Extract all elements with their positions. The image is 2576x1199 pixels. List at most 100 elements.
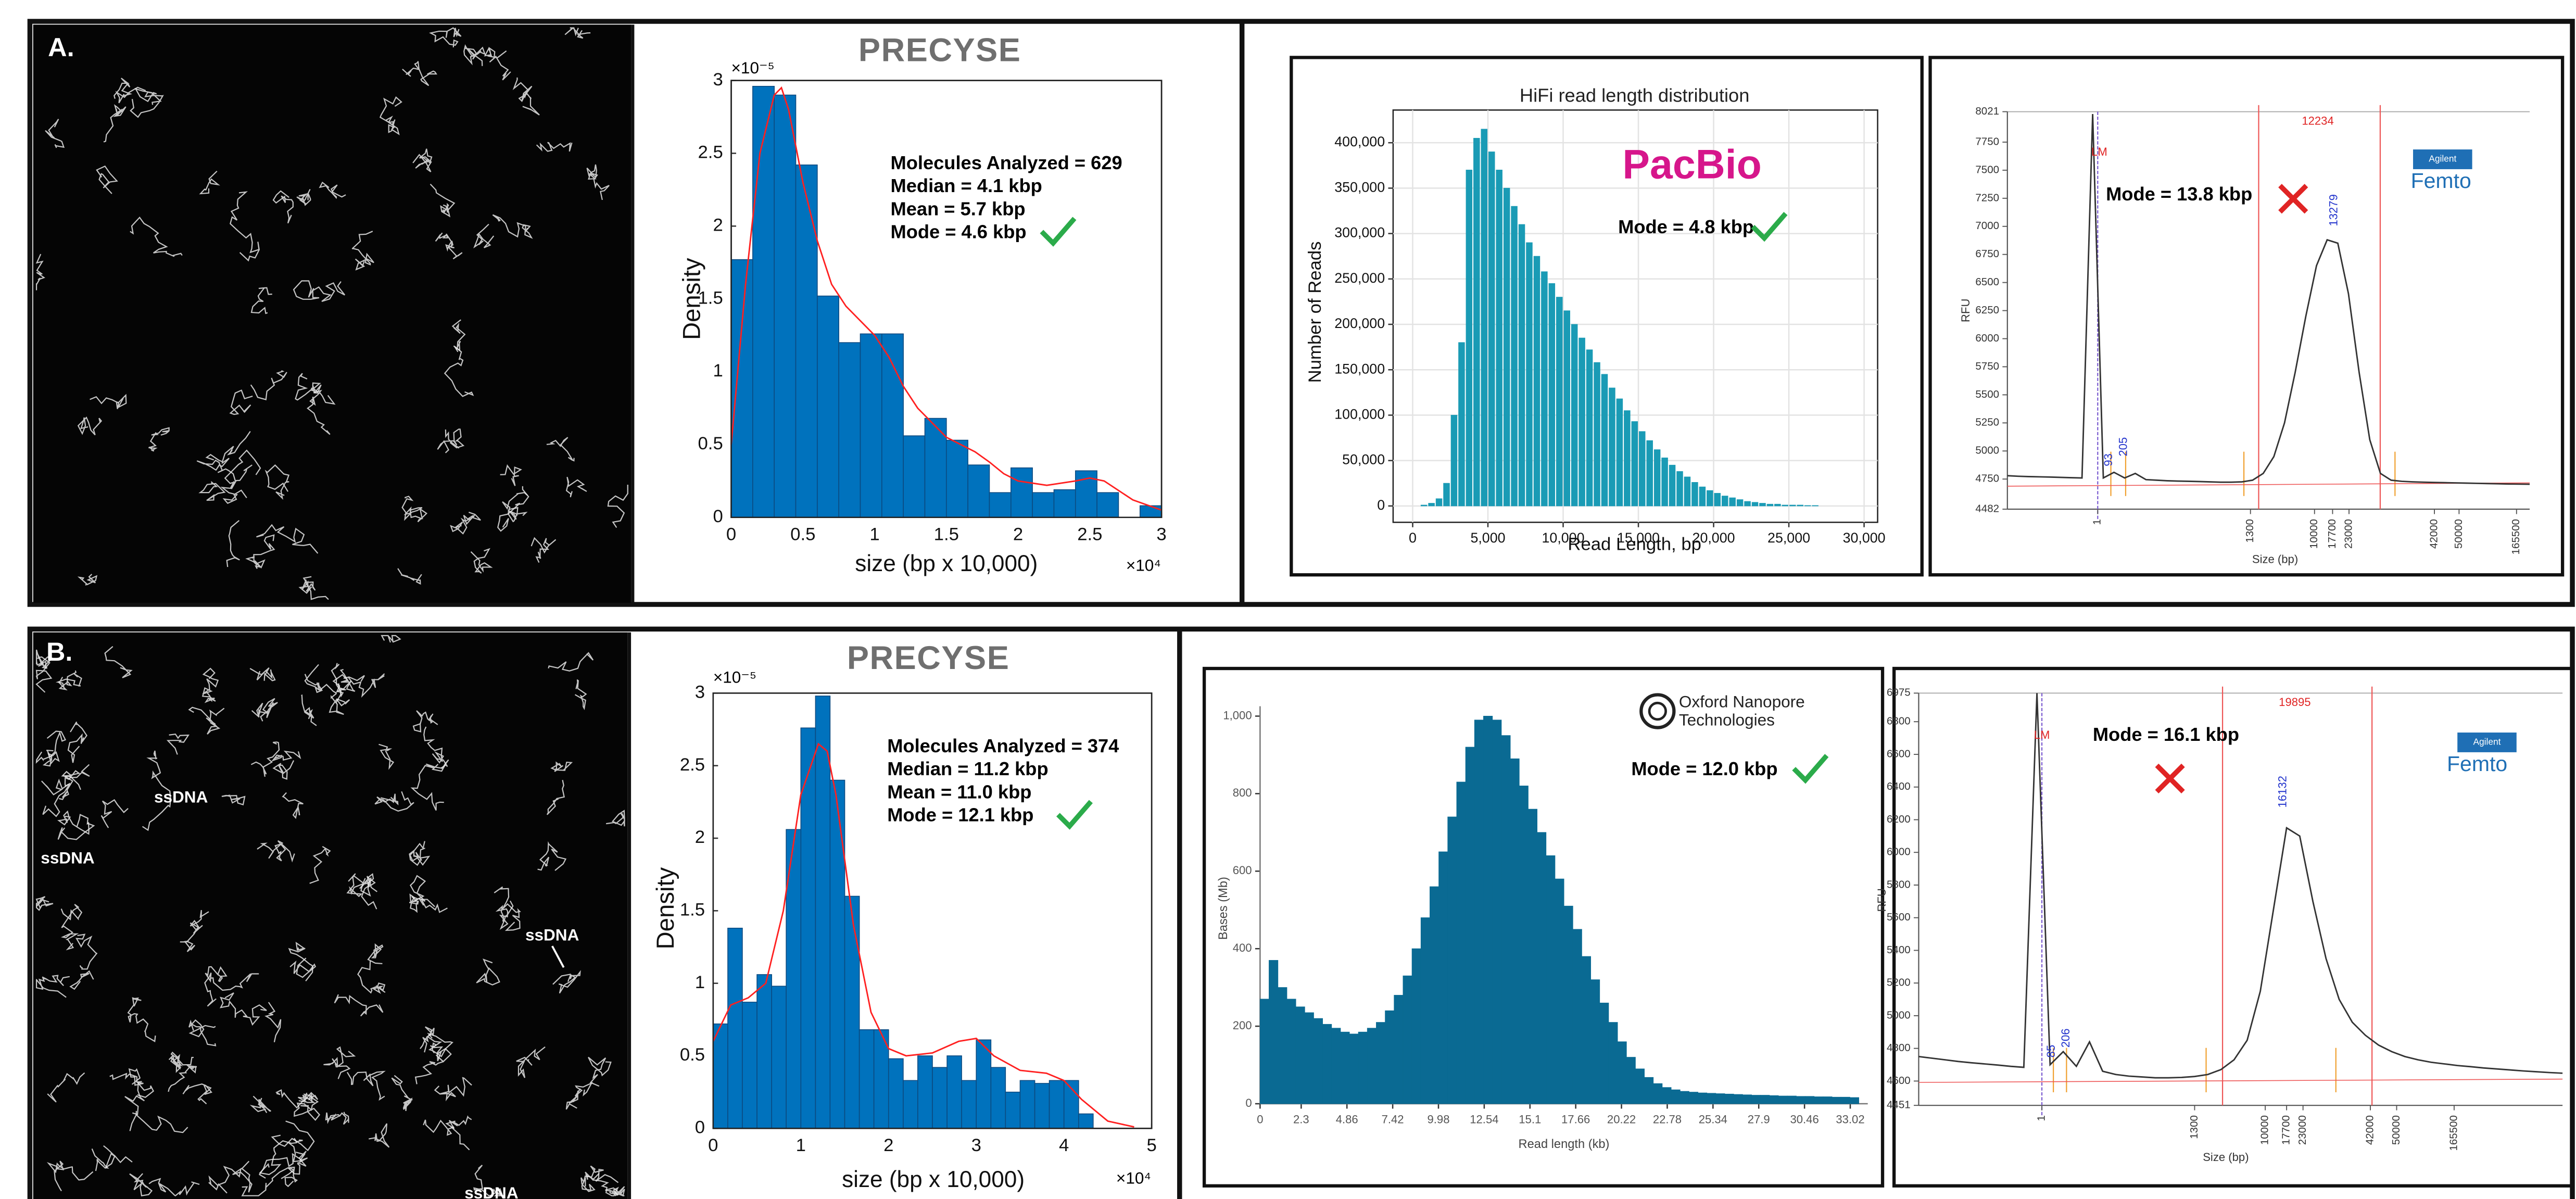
y-tick-label: 4451 bbox=[1887, 1099, 1911, 1111]
bar bbox=[1412, 949, 1421, 1104]
y-tick-label: 7000 bbox=[1975, 220, 1999, 232]
bar bbox=[1644, 1077, 1653, 1104]
x-tick-label: 2.5 bbox=[1077, 525, 1102, 545]
bar bbox=[1501, 736, 1510, 1104]
peak-label: 205 bbox=[2117, 437, 2130, 457]
y-tick-label: 0 bbox=[1377, 497, 1385, 513]
y-tick-label: 200 bbox=[1233, 1019, 1252, 1032]
peak-label: LM bbox=[2034, 728, 2050, 741]
bar bbox=[713, 1024, 728, 1129]
bar bbox=[1358, 1032, 1367, 1104]
y-tick-label: 1 bbox=[695, 973, 705, 992]
y-multiplier: ×10⁻⁵ bbox=[713, 667, 756, 686]
image-annotation: ssDNA bbox=[525, 926, 579, 944]
annotation: Median = 11.2 kbp bbox=[887, 758, 1048, 779]
bar bbox=[1671, 1090, 1680, 1104]
bar bbox=[1076, 471, 1097, 518]
bar bbox=[1579, 338, 1585, 506]
figure: A. B. ssDNA ssDNA ssDNA ssDNA 00.511.522… bbox=[0, 0, 2576, 1199]
x-tick-label: 0 bbox=[708, 1135, 718, 1155]
x-tick-label: 10000 bbox=[2308, 519, 2320, 549]
bar bbox=[889, 1059, 903, 1129]
page: A. B. ssDNA ssDNA ssDNA ssDNA 00.511.522… bbox=[0, 0, 2576, 1199]
bar bbox=[1349, 1034, 1358, 1104]
logo: Oxford Nanopore bbox=[1679, 692, 1805, 711]
bar bbox=[1767, 504, 1773, 506]
bar bbox=[1287, 999, 1296, 1104]
bar bbox=[1617, 399, 1623, 506]
image-annotation: ssDNA bbox=[464, 1183, 518, 1199]
x-tick-label: 1300 bbox=[2188, 1115, 2200, 1139]
bar bbox=[1653, 1083, 1662, 1104]
panel-label: B. bbox=[46, 637, 72, 666]
y-tick-label: 6000 bbox=[1887, 846, 1911, 858]
bar bbox=[817, 296, 839, 518]
x-tick-label: 0 bbox=[1257, 1113, 1263, 1126]
bar bbox=[1011, 468, 1032, 518]
bar bbox=[1488, 152, 1495, 506]
bar bbox=[1546, 856, 1555, 1104]
x-tick-label: 42000 bbox=[2428, 519, 2440, 549]
bar bbox=[1745, 501, 1751, 506]
bar bbox=[1314, 1018, 1322, 1104]
bar bbox=[1332, 1028, 1341, 1104]
y-tick-label: 2 bbox=[695, 827, 705, 847]
bar bbox=[882, 334, 903, 517]
bar bbox=[1692, 482, 1698, 506]
annotation: Mode = 12.1 kbp bbox=[887, 804, 1033, 826]
y-tick-label: 5200 bbox=[1887, 977, 1911, 989]
logo: Technologies bbox=[1679, 710, 1775, 729]
chart-title: HiFi read length distribution bbox=[1520, 85, 1749, 106]
bar bbox=[1609, 388, 1615, 506]
bar bbox=[1684, 477, 1690, 506]
bar bbox=[1722, 496, 1728, 506]
y-tick-label: 400 bbox=[1233, 941, 1252, 954]
bar bbox=[1654, 450, 1660, 506]
y-tick-label: 0 bbox=[695, 1118, 705, 1138]
bar bbox=[1403, 976, 1412, 1104]
x-tick-label: 17700 bbox=[2326, 519, 2338, 549]
bar bbox=[1601, 374, 1608, 506]
bar bbox=[1421, 918, 1430, 1104]
y-tick-label: 4600 bbox=[1887, 1075, 1911, 1087]
bar bbox=[1760, 503, 1766, 506]
y-axis-label: Number of Reads bbox=[1305, 241, 1325, 383]
bar bbox=[742, 1002, 757, 1128]
bar bbox=[932, 1067, 947, 1128]
y-tick-label: 6400 bbox=[1887, 780, 1911, 792]
bar bbox=[1528, 809, 1537, 1104]
y-tick-label: 50,000 bbox=[1342, 452, 1385, 468]
x-tick-label: 2 bbox=[883, 1135, 893, 1155]
x-tick-label: 2 bbox=[1013, 525, 1023, 545]
bar bbox=[1669, 465, 1675, 506]
bar bbox=[1823, 1097, 1832, 1104]
logo: PRECYSE bbox=[858, 32, 1021, 69]
annotation: Mode = 16.1 kbp bbox=[2093, 724, 2239, 745]
y-tick-label: 250,000 bbox=[1334, 270, 1385, 286]
y-multiplier: ×10⁻⁵ bbox=[731, 58, 775, 77]
bar bbox=[1714, 493, 1721, 506]
x-tick-label: 1 bbox=[2091, 519, 2103, 525]
bar bbox=[1323, 1024, 1332, 1104]
bar bbox=[1662, 1088, 1671, 1104]
bar bbox=[1699, 487, 1706, 506]
bar bbox=[1850, 1097, 1859, 1104]
image-annotation: ssDNA bbox=[154, 788, 208, 806]
bar bbox=[1716, 1094, 1725, 1104]
x-multiplier: ×10⁴ bbox=[1126, 556, 1161, 575]
bar bbox=[1457, 782, 1466, 1104]
y-tick-label: 0 bbox=[1245, 1096, 1252, 1109]
y-tick-label: 5000 bbox=[1975, 445, 1999, 457]
bar bbox=[1594, 362, 1600, 506]
x-tick-label: 30,000 bbox=[1843, 530, 1886, 546]
x-tick-label: 7.42 bbox=[1382, 1113, 1404, 1126]
bar bbox=[1385, 1011, 1394, 1104]
x-axis-label: Read length (kb) bbox=[1519, 1138, 1610, 1151]
bar bbox=[772, 986, 786, 1128]
y-tick-label: 350,000 bbox=[1334, 179, 1385, 195]
logo: PacBio bbox=[1622, 142, 1761, 187]
bar bbox=[976, 1040, 991, 1128]
bar bbox=[1305, 1013, 1314, 1104]
bar bbox=[1698, 1093, 1707, 1104]
x-tick-label: 15.1 bbox=[1519, 1113, 1541, 1126]
